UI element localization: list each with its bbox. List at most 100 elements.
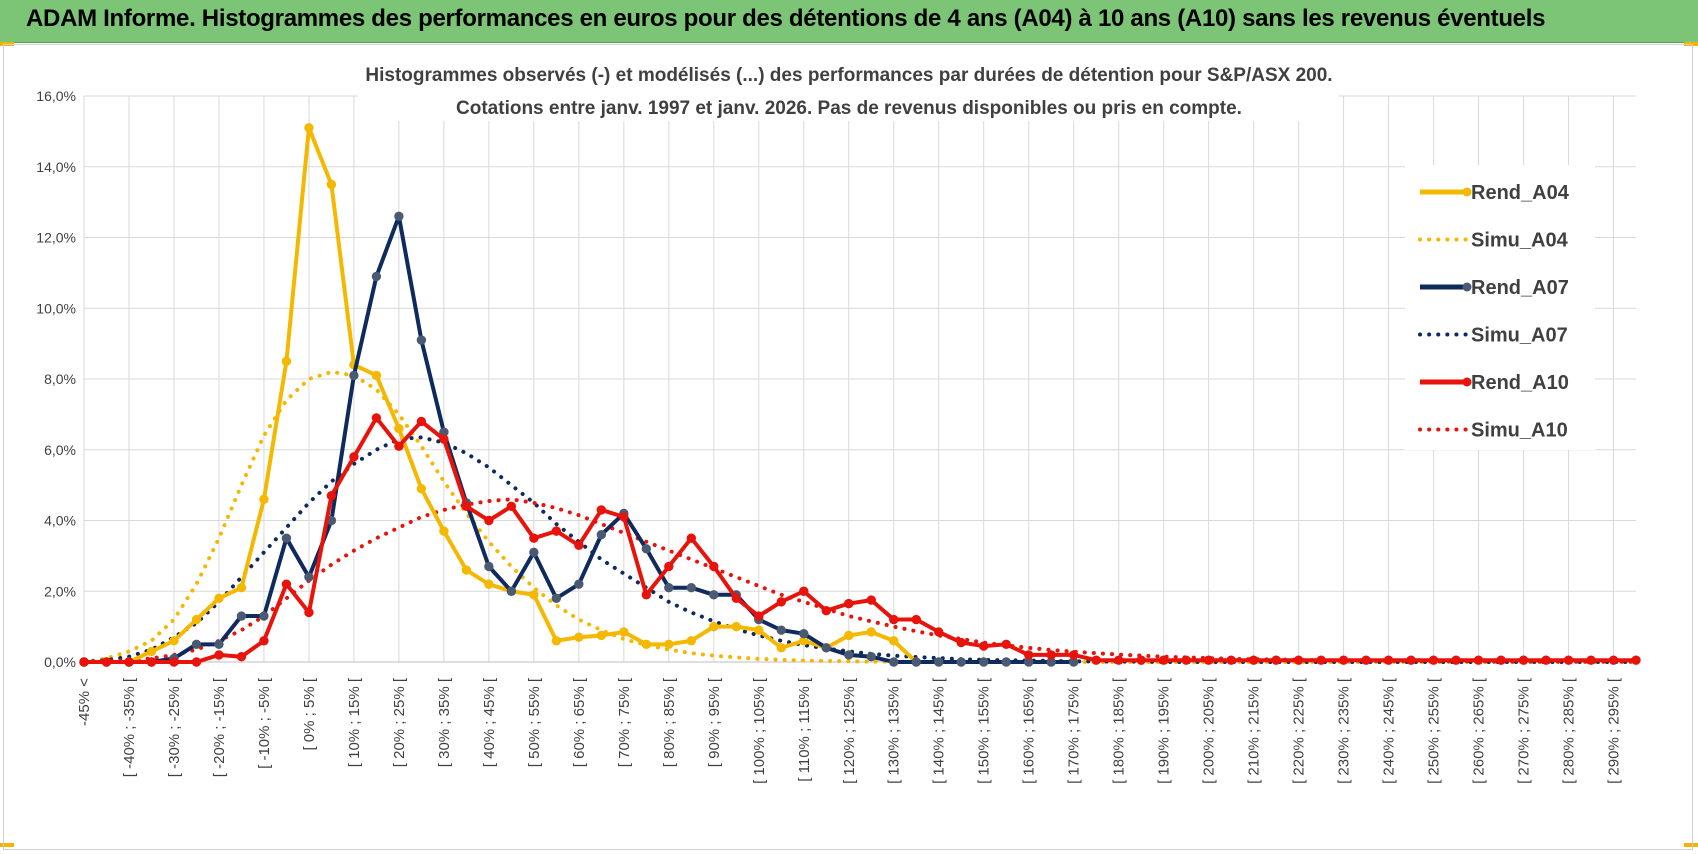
data-point-rend_a04 [214,593,224,604]
x-tick-label: [ 90% ; 95% [ [706,677,723,767]
data-point-rend_a07 [416,335,427,345]
x-tick-label: [ 60% ; 65% [ [571,677,588,767]
data-point-rend_a04 [416,483,427,494]
x-tick-label: [ -20% ; -15% [ [211,677,228,777]
x-tick-label: [ 10% ; 15% [ [346,677,363,767]
x-tick-label: [ 260% ; 265% [ [1471,677,1488,784]
data-point-rend_a04 [844,630,854,641]
data-point-rend_a10 [1541,655,1551,665]
data-point-rend_a07 [776,625,786,635]
x-tick-label: [ 280% ; 285% [ [1561,677,1578,784]
data-point-rend_a10 [799,586,809,596]
data-point-rend_a07 [371,271,382,282]
data-point-rend_a10 [866,595,876,605]
data-point-rend_a10 [686,533,697,543]
x-tick-label: [ 110% ; 115% [ [796,677,813,782]
x-tick-label: [ -30% ; -25% [ [166,677,183,777]
x-tick-label: -45% < [76,678,93,726]
x-tick-label: [ 30% ; 35% [ [436,677,453,767]
data-point-rend_a04 [889,636,899,646]
data-point-rend_a10 [259,636,269,646]
x-tick-label: [ 40% ; 45% [ [481,677,498,767]
data-point-rend_a10 [979,641,989,651]
data-point-rend_a07 [641,544,652,554]
y-tick-label: 2,0% [44,583,76,599]
data-point-rend_a10 [169,657,179,667]
data-point-rend_a10 [709,561,719,572]
data-point-rend_a07 [866,651,876,662]
data-point-rend_a04 [326,179,337,190]
chart-frame [3,44,1693,850]
legend-label-rend_a07: Rend_A07 [1471,277,1569,299]
data-point-rend_a10 [1563,655,1574,665]
data-point-rend_a10 [641,590,652,600]
x-tick-label: [ -10% ; -5% [ [256,677,273,769]
data-point-rend_a10 [1316,655,1326,665]
chart-title-line: Cotations entre janv. 1997 et janv. 2026… [456,98,1242,119]
data-point-rend_a10 [574,540,584,550]
data-point-rend_a07 [709,590,719,600]
data-point-rend_a07 [574,579,584,589]
data-point-rend_a10 [956,637,966,648]
data-point-rend_a10 [281,579,292,589]
y-tick-label: 4,0% [44,513,76,529]
data-point-rend_a04 [551,636,562,646]
data-point-rend_a10 [1631,655,1641,665]
legend-label-rend_a04: Rend_A04 [1471,182,1570,204]
data-point-rend_a10 [596,505,607,515]
data-point-rend_a10 [1023,650,1034,660]
data-point-rend_a04 [619,627,629,637]
x-tick-label: [ 220% ; 225% [ [1291,677,1308,784]
data-point-rend_a04 [754,625,764,635]
data-point-rend_a10 [1001,639,1011,650]
data-point-rend_a04 [281,356,292,367]
data-point-rend_a10 [1271,655,1281,665]
y-tick-label: 14,0% [36,159,76,175]
data-point-rend_a10 [214,650,224,660]
data-point-rend_a10 [349,452,359,462]
banner: ADAM Informe. Histogrammes des performan… [0,0,1698,43]
data-point-rend_a04 [236,583,247,593]
data-point-rend_a10 [1226,655,1236,665]
data-point-rend_a04 [529,590,539,600]
data-point-rend_a07 [1001,657,1011,667]
data-point-rend_a10 [664,561,674,572]
y-tick-label: 16,0% [36,88,76,104]
x-tick-label: [ 170% ; 175% [ [1066,677,1083,784]
banner-title: ADAM Informe. Histogrammes des performan… [26,5,1546,32]
chart-title-backdrop [358,62,1338,88]
data-point-rend_a04 [574,632,584,642]
data-point-rend_a10 [416,416,427,427]
data-point-rend_a04 [484,579,494,589]
chart-title-line: Histogrammes observés (-) et modélisés (… [365,65,1332,86]
data-point-rend_a10 [1248,655,1259,665]
data-point-rend_a04 [439,526,449,536]
data-point-rend_a10 [146,657,157,667]
data-point-rend_a10 [1406,655,1416,665]
data-point-rend_a10 [1428,655,1439,665]
data-point-rend_a10 [821,606,831,616]
data-point-rend_a10 [1068,650,1079,660]
data-point-rend_a10 [1158,655,1169,665]
data-point-rend_a10 [551,526,562,536]
data-point-rend_a07 [889,657,899,667]
data-point-rend_a04 [461,565,472,575]
data-point-rend_a10 [731,593,741,604]
data-point-rend_a07 [979,657,989,667]
data-point-rend_a04 [191,614,202,625]
data-point-rend_a04 [664,639,674,650]
series-line-rend_a04 [84,125,918,664]
x-tick-label: [ 290% ; 295% [ [1606,677,1623,784]
data-point-rend_a07 [844,650,854,660]
data-point-rend_a10 [529,533,539,543]
data-point-rend_a10 [754,611,764,621]
data-point-rend_a07 [259,611,269,621]
data-point-rend_a04 [866,627,876,637]
data-point-rend_a07 [506,586,517,596]
data-point-rend_a10 [844,598,854,609]
data-point-rend_a10 [619,512,629,522]
data-point-rend_a07 [304,572,314,582]
data-point-rend_a04 [776,643,786,653]
corner-mark-bottom-left [0,843,14,847]
